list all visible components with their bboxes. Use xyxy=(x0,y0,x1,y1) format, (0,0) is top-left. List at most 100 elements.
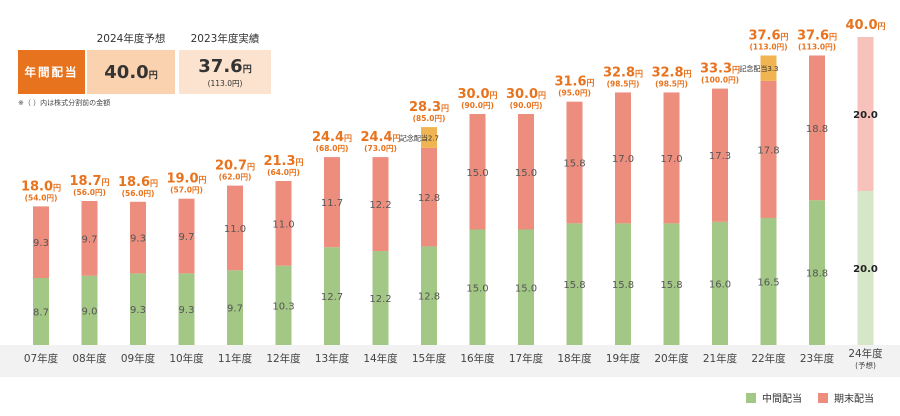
value-2023-actual: 37.6 xyxy=(198,55,243,77)
pre-split-label-8: (85.0円) xyxy=(413,114,446,123)
total-label-16: 37.6円 xyxy=(797,28,837,43)
bar-interim-4 xyxy=(227,270,243,345)
value-final-2: 9.3 xyxy=(130,234,146,245)
bar-interim-3 xyxy=(178,273,195,345)
legend: 中間配当 期末配当 xyxy=(746,390,874,405)
value-final-14: 17.3 xyxy=(709,151,731,162)
bar-final-11 xyxy=(566,101,583,224)
legend-item-interim: 中間配当 xyxy=(746,390,802,405)
pre-split-note: ※（ ）内は株式分割前の金額 xyxy=(18,99,111,107)
x-tick-label-16: 23年度 xyxy=(800,352,835,365)
bar-interim-11 xyxy=(566,223,583,345)
total-label-17: 40.0円 xyxy=(845,18,885,33)
bar-final-4 xyxy=(227,185,243,271)
bar-final-13 xyxy=(663,92,680,224)
value-interim-14: 16.0 xyxy=(709,279,731,290)
pre-split-label-12: (98.5円) xyxy=(607,79,640,88)
pre-split-label-9: (90.0円) xyxy=(461,101,494,110)
value-interim-16: 18.8 xyxy=(806,269,828,280)
x-tick-label-12: 19年度 xyxy=(606,352,641,365)
cell-2024-forecast: 40.0円 xyxy=(87,50,175,94)
unit-2023: 円 xyxy=(242,64,252,75)
x-tick-label-10: 17年度 xyxy=(509,352,544,365)
bar-final-3 xyxy=(178,198,195,274)
x-tick-label-0: 07年度 xyxy=(24,352,59,365)
bar-interim-13 xyxy=(663,223,680,345)
bar-interim-2 xyxy=(130,273,146,345)
bar-final-12 xyxy=(615,92,631,224)
total-label-5: 21.3円 xyxy=(263,154,303,169)
value-interim-0: 8.7 xyxy=(33,308,49,319)
value-interim-10: 15.0 xyxy=(515,283,537,294)
value-final-16: 18.8 xyxy=(806,124,828,135)
x-tick-label-13: 20年度 xyxy=(654,352,689,365)
total-label-12: 32.8円 xyxy=(603,65,643,80)
total-label-14: 33.3円 xyxy=(700,62,740,77)
value-interim-11: 15.8 xyxy=(563,280,585,291)
bar-final-5 xyxy=(275,180,292,266)
bar-interim-0 xyxy=(33,278,49,345)
pre-split-label-14: (100.0円) xyxy=(701,76,739,85)
total-label-7: 24.4円 xyxy=(360,130,400,145)
bar-interim-9 xyxy=(469,229,486,345)
value-final-1: 9.7 xyxy=(82,234,98,245)
value-final-10: 15.0 xyxy=(515,168,537,179)
value-interim-3: 9.3 xyxy=(179,305,195,316)
value-interim-12: 15.8 xyxy=(612,280,634,291)
bar-interim-16 xyxy=(809,200,825,345)
x-tick-label-4: 11年度 xyxy=(218,352,253,365)
pre-split-label-2: (56.0円) xyxy=(122,189,155,198)
value-final-9: 15.0 xyxy=(466,168,488,179)
bar-final-7 xyxy=(372,157,389,252)
legend-swatch-interim xyxy=(746,392,756,403)
value-final-11: 15.8 xyxy=(563,159,585,170)
total-label-9: 30.0円 xyxy=(457,87,497,102)
bar-interim-1 xyxy=(81,275,98,345)
pre-split-label-1: (56.0円) xyxy=(73,188,106,197)
value-final-8: 12.8 xyxy=(418,193,440,204)
value-interim-4: 9.7 xyxy=(227,304,243,315)
label-commemorative-15: 記念配当3.3 xyxy=(739,64,778,73)
bar-final-10 xyxy=(518,114,534,230)
value-interim-7: 12.2 xyxy=(369,294,391,305)
value-final-15: 17.8 xyxy=(757,145,779,156)
pre-split-label-13: (98.5円) xyxy=(655,79,688,88)
total-label-3: 19.0円 xyxy=(166,172,206,187)
bar-commemorative-15 xyxy=(760,55,777,81)
bar-interim-7 xyxy=(372,251,389,345)
bar-final-2 xyxy=(130,201,146,274)
x-tick-label-2: 09年度 xyxy=(121,352,156,365)
value-final-6: 11.7 xyxy=(321,198,343,209)
bar-final-14 xyxy=(712,88,728,222)
value-final-4: 11.0 xyxy=(224,224,246,235)
value-final-3: 9.7 xyxy=(179,232,195,243)
pre-split-label-0: (54.0円) xyxy=(25,193,58,202)
bar-interim-5 xyxy=(275,265,292,345)
total-label-8: 28.3円 xyxy=(409,100,449,115)
value-interim-9: 15.0 xyxy=(466,283,488,294)
value-2024-forecast: 40.0 xyxy=(104,61,149,83)
bar-interim-15 xyxy=(760,217,777,345)
bar-interim-10 xyxy=(518,229,534,345)
label-commemorative-8: 記念配当2.7 xyxy=(400,133,439,142)
x-tick-label-8: 15年度 xyxy=(412,352,447,365)
pre-split-label-4: (62.0円) xyxy=(219,173,252,182)
x-axis-band xyxy=(0,345,900,377)
total-label-11: 31.6円 xyxy=(554,75,594,90)
cell-2023-actual: 37.6円 (113.0円) xyxy=(179,50,271,94)
value-final-13: 17.0 xyxy=(660,154,682,165)
value-interim-13: 15.8 xyxy=(660,280,682,291)
pre-split-label-11: (95.0円) xyxy=(558,89,591,98)
value-2023-pre-split: (113.0円) xyxy=(207,78,243,88)
value-final-7: 12.2 xyxy=(369,200,391,211)
value-interim-8: 12.8 xyxy=(418,292,440,303)
value-interim-1: 9.0 xyxy=(82,306,98,317)
pre-split-label-15: (113.0円) xyxy=(749,42,787,51)
pre-split-label-16: (113.0円) xyxy=(798,42,836,51)
pre-split-label-7: (73.0円) xyxy=(364,144,397,153)
pre-split-label-10: (90.0円) xyxy=(510,101,543,110)
total-label-10: 30.0円 xyxy=(506,87,546,102)
bar-final-9 xyxy=(469,114,486,230)
pre-split-label-3: (57.0円) xyxy=(170,186,203,195)
